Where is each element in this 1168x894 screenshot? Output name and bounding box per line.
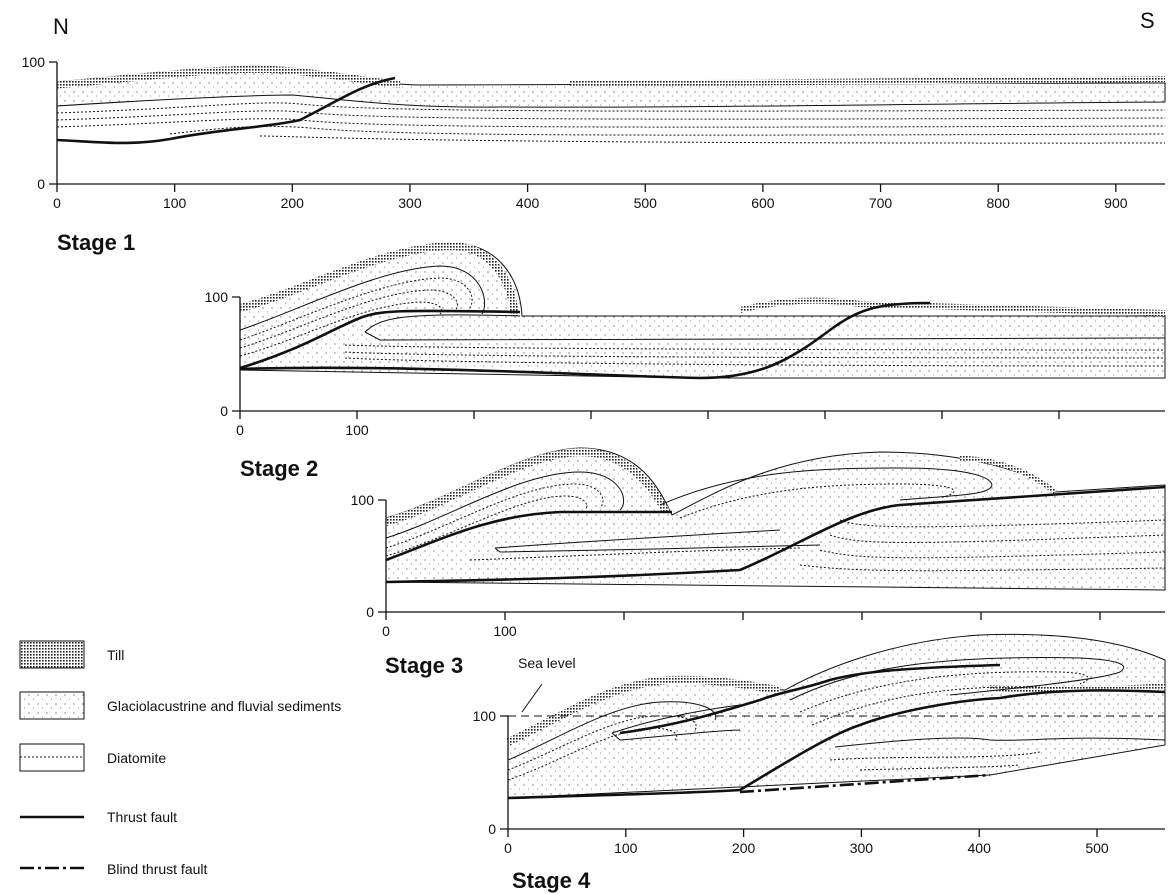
x-tick-label: 400 — [968, 840, 992, 856]
sea-level-label: Sea level — [518, 655, 576, 671]
x-tick-label: 500 — [634, 195, 658, 211]
legend-swatch-till — [19, 640, 85, 669]
stage-label: Stage 4 — [512, 868, 591, 893]
x-tick-label: 800 — [987, 195, 1011, 211]
x-tick-label: 200 — [732, 840, 756, 856]
legend-label: Thrust fault — [107, 809, 177, 825]
y-tick-label: 0 — [37, 176, 45, 192]
legend-label: Till — [107, 647, 124, 663]
x-tick-label: 0 — [53, 195, 61, 211]
y-tick-label: 0 — [366, 604, 374, 620]
x-tick-label: 100 — [614, 840, 638, 856]
x-tick-label: 300 — [850, 840, 874, 856]
legend-label: Blind thrust fault — [107, 861, 207, 877]
x-tick-label: 300 — [398, 195, 422, 211]
y-tick-label: 100 — [473, 708, 497, 724]
stage-label: Stage 1 — [57, 230, 135, 255]
x-tick-label: 600 — [751, 195, 775, 211]
legend-label: Diatomite — [107, 750, 166, 766]
x-tick-label: 100 — [163, 195, 187, 211]
y-tick-label: 100 — [351, 492, 375, 508]
y-tick-label: 0 — [488, 821, 496, 837]
y-tick-label: 100 — [22, 54, 46, 70]
x-tick-label: 0 — [504, 840, 512, 856]
y-tick-label: 0 — [220, 403, 228, 419]
legend-swatch-sediments — [19, 691, 85, 720]
x-tick-label: 100 — [345, 422, 369, 438]
x-tick-label: 500 — [1085, 840, 1109, 856]
section-stage-1 — [49, 61, 1166, 185]
x-tick-label: 700 — [869, 195, 893, 211]
section-stage-4: Sea level — [500, 633, 1166, 830]
x-tick-label: 900 — [1104, 195, 1128, 211]
section-stage-2 — [232, 241, 1166, 412]
legend: Till Glaciolacustrine and fluvial sedime… — [19, 640, 341, 877]
north-label: N — [53, 14, 69, 39]
x-tick-label: 400 — [516, 195, 540, 211]
legend-label: Glaciolacustrine and fluvial sediments — [107, 698, 341, 714]
x-tick-label: 0 — [236, 422, 244, 438]
section-stage-3 — [378, 447, 1166, 613]
x-tick-label: 200 — [281, 195, 305, 211]
stage-label: Stage 2 — [240, 456, 318, 481]
south-label: S — [1140, 8, 1155, 33]
y-tick-label: 100 — [205, 289, 229, 305]
stage-label: Stage 3 — [385, 653, 463, 678]
x-tick-label: 100 — [493, 623, 517, 639]
x-tick-label: 0 — [382, 623, 390, 639]
